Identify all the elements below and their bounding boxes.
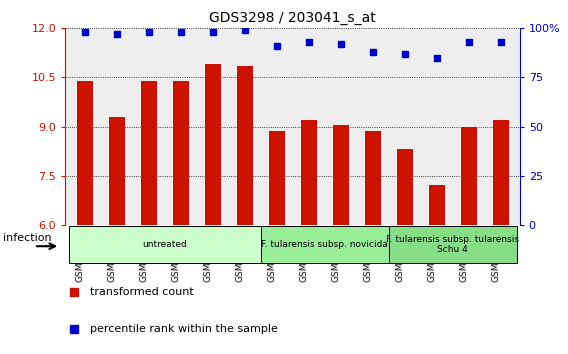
Bar <box>396 149 412 225</box>
FancyBboxPatch shape <box>261 225 389 263</box>
Text: infection: infection <box>3 233 52 244</box>
FancyBboxPatch shape <box>69 225 261 263</box>
Bar <box>300 120 316 225</box>
Bar <box>461 127 477 225</box>
Bar <box>108 117 124 225</box>
Bar <box>269 131 285 225</box>
Bar <box>428 185 445 225</box>
Bar <box>236 66 253 225</box>
Text: transformed count: transformed count <box>90 287 194 297</box>
Bar <box>492 120 508 225</box>
Bar <box>332 125 349 225</box>
Text: percentile rank within the sample: percentile rank within the sample <box>90 324 278 334</box>
FancyBboxPatch shape <box>389 225 516 263</box>
Text: F. tularensis subsp. tularensis
Schu 4: F. tularensis subsp. tularensis Schu 4 <box>386 235 519 254</box>
Title: GDS3298 / 203041_s_at: GDS3298 / 203041_s_at <box>209 11 376 24</box>
Bar <box>173 81 189 225</box>
Bar <box>204 64 220 225</box>
Text: untreated: untreated <box>142 240 187 249</box>
Bar <box>365 131 381 225</box>
Text: F. tularensis subsp. novicida: F. tularensis subsp. novicida <box>261 240 388 249</box>
Bar <box>77 81 93 225</box>
Bar <box>140 81 157 225</box>
